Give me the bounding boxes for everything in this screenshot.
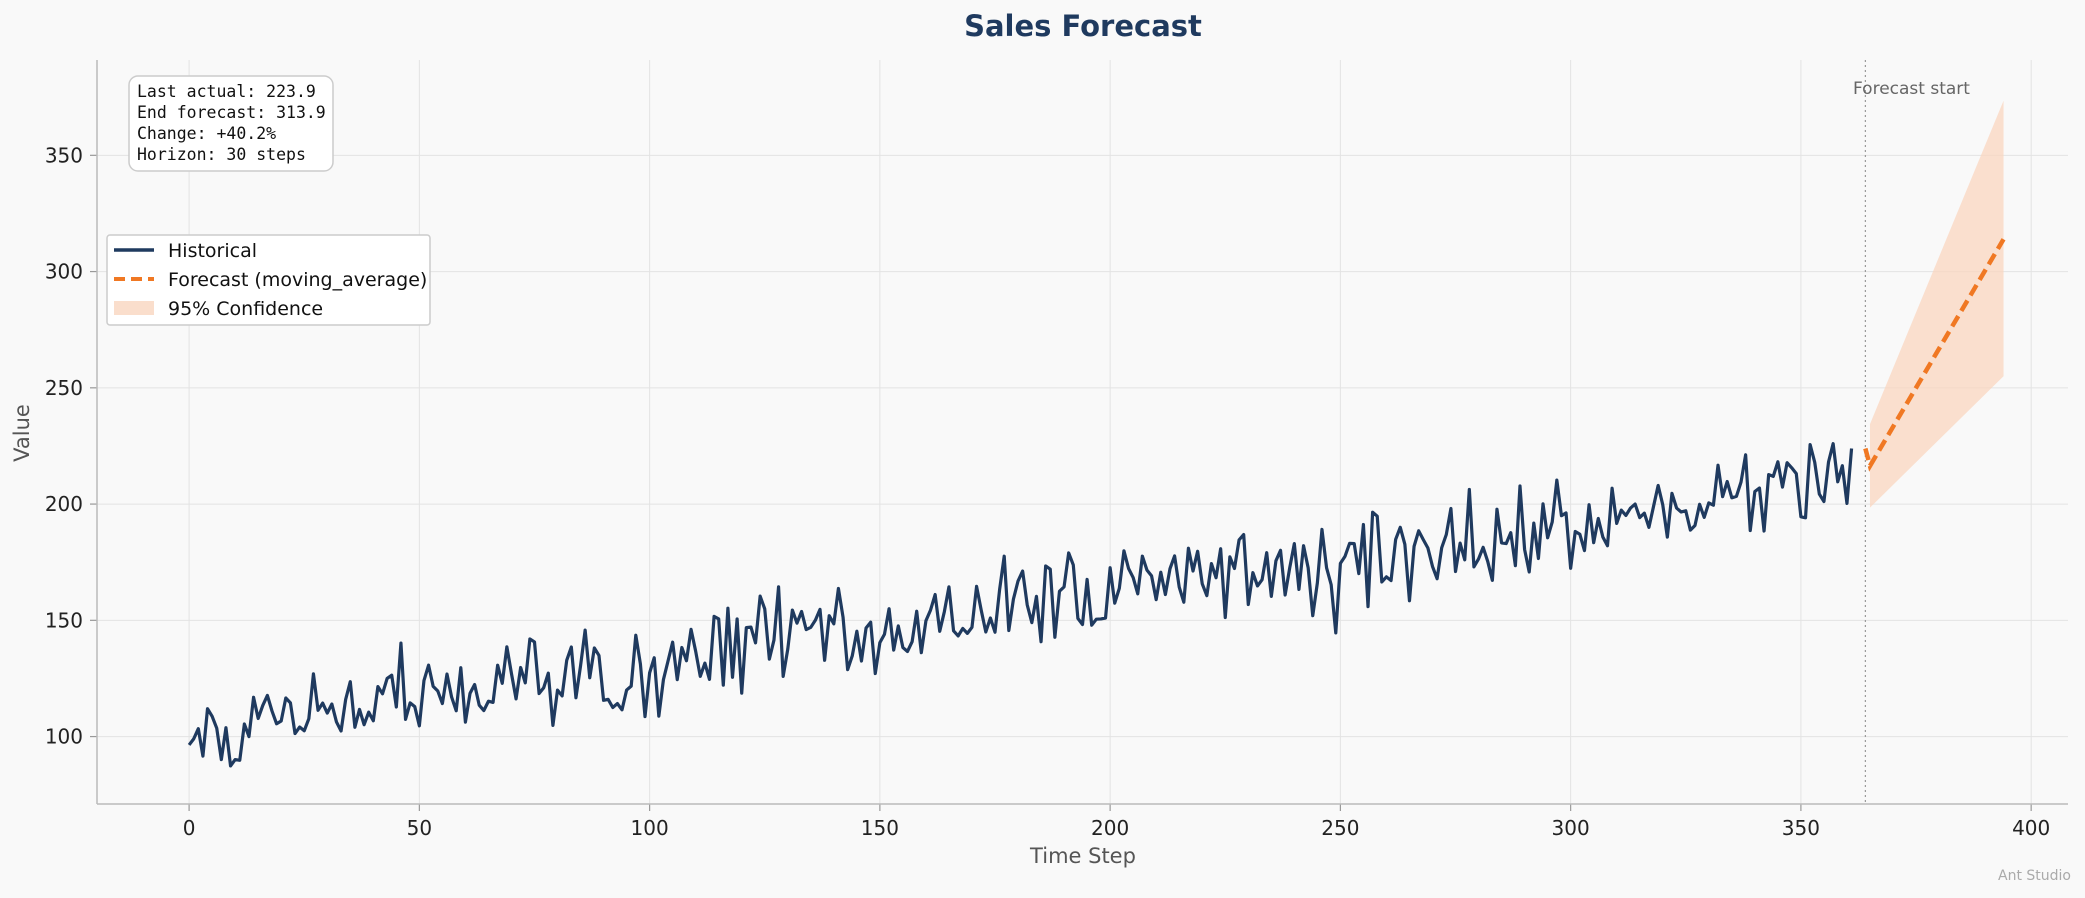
tick-label-layer: 0 50 100 150 200 250 300 350 400 100 150 200 250 300 3… bbox=[45, 143, 2050, 840]
watermark: Ant Studio bbox=[1998, 868, 2071, 884]
historical-line bbox=[187, 442, 1854, 768]
legend-label-historical: Historical bbox=[168, 240, 257, 262]
stats-line: Last actual: 223.9 bbox=[137, 82, 316, 101]
x-tick-label: 250 bbox=[1321, 816, 1359, 840]
x-tick-label: 300 bbox=[1552, 816, 1590, 840]
y-tick-label: 250 bbox=[45, 376, 83, 400]
chart-title: Sales Forecast bbox=[964, 9, 1202, 43]
stats-line: Horizon: 30 steps bbox=[137, 145, 306, 164]
axis-layer bbox=[90, 60, 2068, 811]
y-tick-label: 200 bbox=[45, 492, 83, 516]
stats-box-frame bbox=[128, 75, 334, 172]
y-axis-title: Value bbox=[10, 404, 34, 462]
legend-label-confidence: 95% Confidence bbox=[168, 298, 323, 320]
legend-label-forecast: Forecast (moving_average) bbox=[168, 269, 427, 291]
series-layer bbox=[187, 238, 2006, 768]
y-tick-label: 100 bbox=[45, 725, 83, 749]
stats-box: Last actual: 223.9 End forecast: 313.9 C… bbox=[128, 75, 334, 172]
legend-frame bbox=[106, 234, 431, 326]
stats-line: End forecast: 313.9 bbox=[137, 103, 326, 122]
stats-line: Change: +40.2% bbox=[137, 124, 276, 143]
y-tick-label: 350 bbox=[45, 143, 83, 167]
x-tick-label: 400 bbox=[2012, 816, 2050, 840]
confidence-band bbox=[1869, 100, 2004, 508]
y-tick-label: 300 bbox=[45, 260, 83, 284]
x-axis-title: Time Step bbox=[1029, 844, 1136, 868]
x-tick-label: 100 bbox=[631, 816, 669, 840]
x-tick-label: 50 bbox=[407, 816, 432, 840]
x-tick-label: 200 bbox=[1091, 816, 1129, 840]
x-tick-label: 350 bbox=[1782, 816, 1820, 840]
x-tick-label: 0 bbox=[183, 816, 196, 840]
confidence-band-layer bbox=[1869, 100, 2004, 508]
y-tick-label: 150 bbox=[45, 608, 83, 632]
legend-swatch-confidence bbox=[114, 301, 154, 315]
forecast-start-label: Forecast start bbox=[1853, 79, 1970, 99]
x-tick-label: 150 bbox=[861, 816, 899, 840]
legend: Historical Forecast (moving_average) 95%… bbox=[106, 234, 431, 326]
forecast-line bbox=[1863, 238, 2006, 472]
